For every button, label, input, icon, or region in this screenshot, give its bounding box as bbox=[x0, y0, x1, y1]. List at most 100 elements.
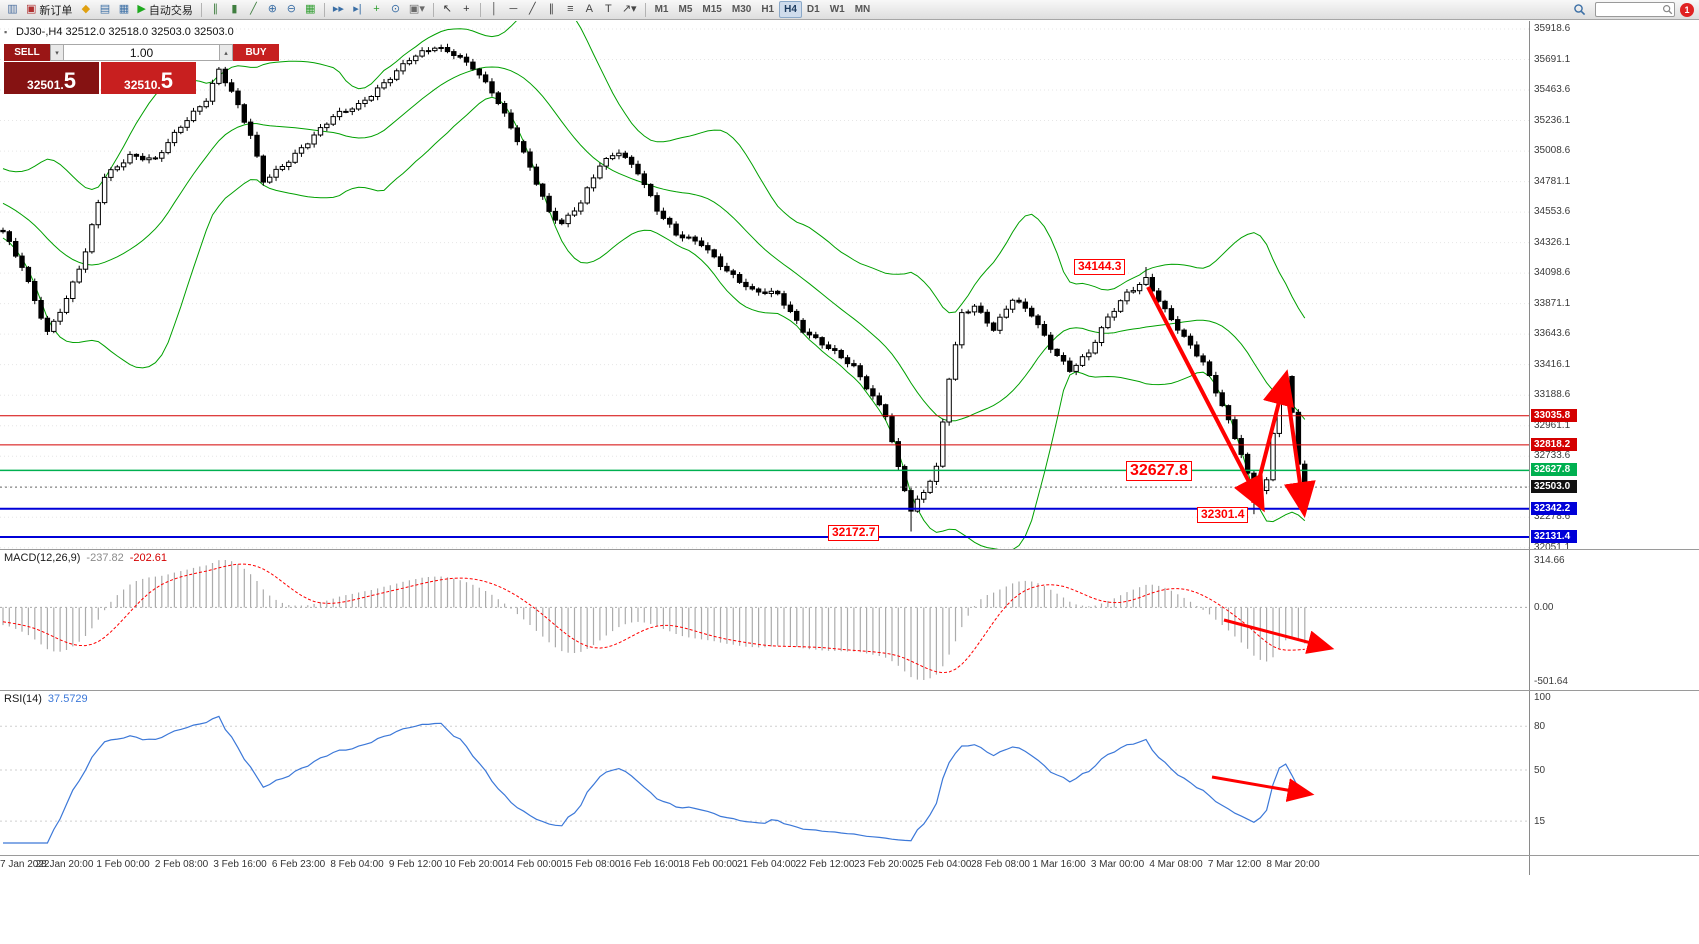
search-input[interactable] bbox=[1595, 2, 1675, 17]
price-annotation[interactable]: 32627.8 bbox=[1126, 461, 1192, 482]
time-axis-label: 8 Feb 04:00 bbox=[330, 859, 384, 870]
chart-shift-icon: ▸| bbox=[353, 3, 362, 15]
macd-separator[interactable] bbox=[0, 549, 1699, 550]
data-window-icon[interactable]: ▦ bbox=[114, 1, 133, 18]
price-annotation[interactable]: 32172.7 bbox=[828, 525, 880, 541]
macd-main-value: -237.82 bbox=[86, 552, 124, 564]
label-icon: T bbox=[604, 3, 612, 15]
candlestick-chart-icon: ▮ bbox=[231, 3, 238, 15]
mql5-market-icon[interactable]: ◆ bbox=[76, 1, 95, 18]
current-price-tag: 32503.0 bbox=[1531, 480, 1577, 494]
rsi-canvas bbox=[0, 715, 1529, 844]
price-axis[interactable]: 35918.6 35691.1 35463.6 35236.1 35008.6 34781… bbox=[1529, 21, 1699, 875]
templates-icon[interactable]: ▣▾ bbox=[405, 1, 429, 18]
zoom-out-icon[interactable]: ⊖ bbox=[282, 1, 301, 18]
label-icon[interactable]: T bbox=[599, 1, 618, 18]
data-window-icon: ▦ bbox=[118, 3, 130, 15]
time-axis-label: 1 Feb 00:00 bbox=[96, 859, 150, 870]
toolbar-separator bbox=[200, 2, 202, 17]
price-axis-label: 32278.6 bbox=[1534, 511, 1571, 523]
timeframe-button-mn[interactable]: MN bbox=[854, 4, 871, 15]
time-axis-label: 3 Mar 00:00 bbox=[1090, 859, 1145, 870]
timeframe-button-h1[interactable]: H1 bbox=[761, 4, 775, 15]
price-axis-label: 34553.6 bbox=[1534, 206, 1571, 218]
timeframe-button-m5[interactable]: M5 bbox=[678, 4, 693, 15]
periods-icon: ⊙ bbox=[390, 3, 401, 15]
indicators-icon: + bbox=[373, 3, 380, 15]
volume-down-button[interactable]: ▾ bbox=[50, 44, 64, 61]
buy-price-button[interactable]: 32510. 5 bbox=[101, 62, 196, 94]
one-click-trading: SELL ▾ ▴ BUY 32501. 5 32510. 5 bbox=[4, 44, 279, 94]
zoom-out-icon: ⊖ bbox=[286, 3, 296, 15]
auto-scroll-icon[interactable]: ▸▸ bbox=[329, 1, 348, 18]
bar-chart-icon[interactable]: ∥ bbox=[206, 1, 225, 18]
time-axis-label: 7 Jan 2022 bbox=[0, 859, 50, 870]
zoom-in-icon[interactable]: ⊕ bbox=[263, 1, 282, 18]
timeframe-button-m30[interactable]: M30 bbox=[731, 4, 752, 15]
new-order-icon: ▣ bbox=[26, 3, 37, 15]
price-tag-33035.8: 33035.8 bbox=[1531, 408, 1577, 422]
cursor-icon[interactable]: ↖ bbox=[438, 1, 457, 18]
price-axis-label: 34781.1 bbox=[1534, 175, 1571, 187]
market-watch-icon: ▤ bbox=[99, 3, 111, 15]
buy-price: 32510. bbox=[124, 78, 161, 92]
rsi-name: RSI(14) bbox=[4, 693, 42, 705]
macd-panel[interactable]: MACD(12,26,9) -237.82 -202.61 bbox=[0, 550, 1529, 690]
rsi-separator[interactable] bbox=[0, 690, 1699, 691]
notification-badge[interactable]: 1 bbox=[1680, 2, 1694, 17]
price-annotation[interactable]: 34144.3 bbox=[1074, 259, 1126, 275]
price-tag-32131.4: 32131.4 bbox=[1531, 530, 1577, 543]
price-axis-label: 35236.1 bbox=[1534, 114, 1571, 126]
price-axis-label: 35008.6 bbox=[1534, 145, 1571, 157]
indicators-icon[interactable]: + bbox=[367, 1, 386, 18]
trendline-icon[interactable]: ╱ bbox=[523, 1, 542, 18]
buy-price-big-digit: 5 bbox=[160, 68, 173, 94]
vertical-line-icon: │ bbox=[490, 3, 498, 15]
timeframe-button-d1[interactable]: D1 bbox=[806, 4, 820, 15]
vertical-line-icon[interactable]: │ bbox=[485, 1, 504, 18]
periods-icon[interactable]: ⊙ bbox=[386, 1, 405, 18]
crosshair-icon: + bbox=[463, 3, 470, 15]
fibonacci-icon[interactable]: ≡ bbox=[561, 1, 580, 18]
candlestick-chart-icon[interactable]: ▮ bbox=[225, 1, 244, 18]
volume-input[interactable] bbox=[64, 44, 219, 61]
toolbar-separator bbox=[432, 2, 434, 17]
macd-scale-top: 314.66 bbox=[1534, 555, 1565, 566]
price-axis-label: 35463.6 bbox=[1534, 84, 1571, 96]
autotrading-button[interactable]: ▶ 自动交易 bbox=[133, 1, 196, 18]
buy-button[interactable]: BUY bbox=[233, 44, 279, 61]
volume-up-button[interactable]: ▴ bbox=[219, 44, 233, 61]
tile-windows-icon[interactable]: ▦ bbox=[301, 1, 320, 18]
rsi-panel[interactable]: RSI(14) 37.5729 bbox=[0, 691, 1529, 855]
time-axis[interactable]: 7 Jan 2022 28 Jan 20:00 1 Feb 00:00 2 Feb 0… bbox=[0, 857, 1529, 875]
chart-shift-icon[interactable]: ▸| bbox=[348, 1, 367, 18]
macd-name: MACD(12,26,9) bbox=[4, 552, 81, 564]
time-axis-label: 4 Mar 08:00 bbox=[1149, 859, 1203, 870]
timeframe-button-m15[interactable]: M15 bbox=[702, 4, 722, 15]
price-axis-label: 33416.1 bbox=[1534, 358, 1571, 370]
channel-icon[interactable]: ∥ bbox=[542, 1, 561, 18]
sell-price-button[interactable]: 32501. 5 bbox=[4, 62, 99, 94]
macd-scale-bottom: -501.64 bbox=[1534, 676, 1568, 687]
timeframe-button-w1[interactable]: W1 bbox=[829, 4, 845, 15]
search-icon[interactable] bbox=[1569, 1, 1590, 18]
timeframe-button-m1[interactable]: M1 bbox=[654, 4, 669, 15]
sell-button[interactable]: SELL bbox=[4, 44, 50, 61]
cursor-icon: ↖ bbox=[442, 3, 452, 15]
shapes-icon[interactable]: ↗▾ bbox=[618, 1, 641, 18]
rsi-scale-label: 100 bbox=[1534, 692, 1551, 703]
price-chart[interactable] bbox=[0, 21, 1529, 549]
toolbar: ▥ ▣ 新订单 ◆ ▤ ▦ ▶ 自动交易 ∥ ▮ ╱ ⊕ ⊖ ▦ ▸▸ ▸| + ⊙ ▣▾ ↖ + │ ─ ╱ ∥ ≡ A T ↗▾ M1… bbox=[0, 0, 1699, 20]
chart-info: DJ30-,H4 32512.0 32518.0 32503.0 32503.0 bbox=[16, 26, 234, 38]
price-annotation[interactable]: 32301.4 bbox=[1197, 507, 1249, 523]
price-axis-label: 33643.6 bbox=[1534, 328, 1571, 340]
crosshair-icon[interactable]: + bbox=[457, 1, 476, 18]
market-watch-icon[interactable]: ▤ bbox=[95, 1, 114, 18]
text-icon[interactable]: A bbox=[580, 1, 599, 18]
horizontal-line-icon[interactable]: ─ bbox=[504, 1, 523, 18]
line-chart-icon[interactable]: ╱ bbox=[244, 1, 263, 18]
new-chart-icon[interactable]: ▥ bbox=[3, 1, 22, 18]
timeframe-button-h4[interactable]: H4 bbox=[779, 1, 802, 18]
search-submit-icon[interactable] bbox=[1662, 4, 1673, 18]
new-order-button[interactable]: ▣ 新订单 bbox=[22, 1, 76, 18]
